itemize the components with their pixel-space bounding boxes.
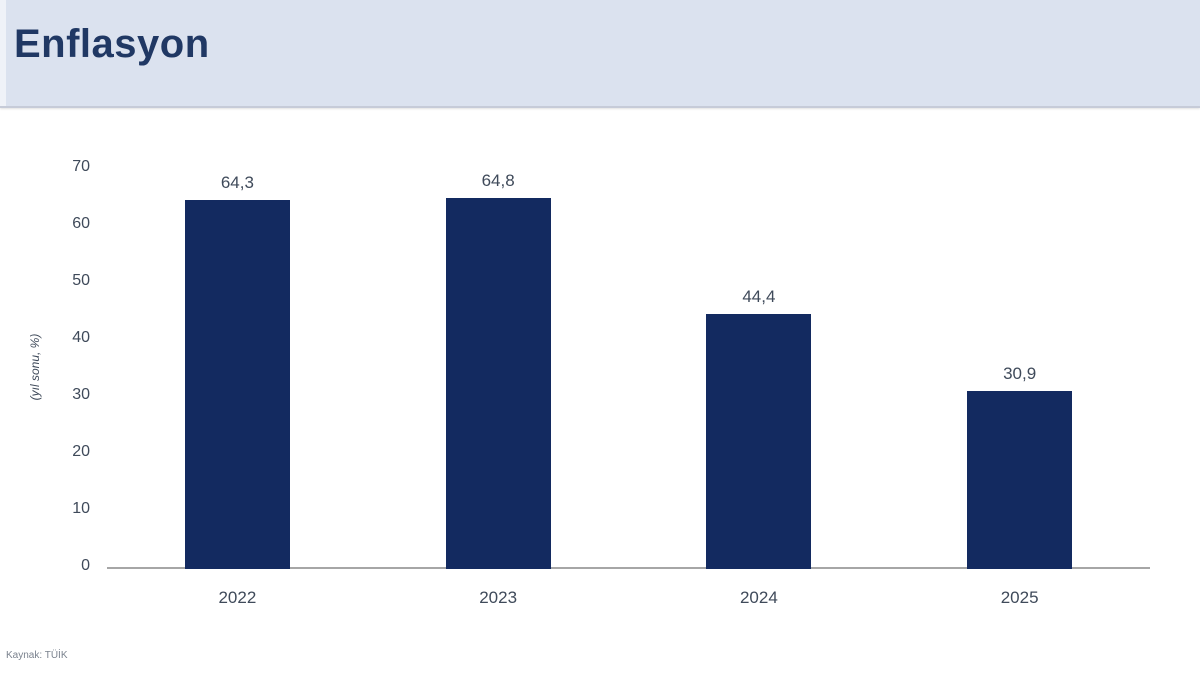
- page-title: Enflasyon: [14, 22, 210, 66]
- y-tick-label: 0: [81, 557, 90, 574]
- y-tick-label: 50: [72, 272, 90, 289]
- y-tick-label: 10: [72, 500, 90, 517]
- bar-value-label: 44,4: [742, 286, 776, 306]
- bar-2022: [184, 200, 290, 569]
- y-tick-label: 70: [72, 158, 90, 175]
- y-tick-label: 20: [72, 443, 90, 460]
- y-tick-label: 60: [72, 215, 90, 232]
- y-tick-label: 30: [72, 386, 90, 403]
- x-tick-label: 2025: [1000, 588, 1039, 607]
- bar-value-label: 64,8: [481, 170, 515, 190]
- bar-value-label: 30,9: [1003, 363, 1037, 383]
- x-tick-label: 2023: [479, 588, 518, 607]
- bar-value-label: 64,3: [220, 173, 254, 193]
- x-tick-label: 2024: [739, 588, 778, 607]
- x-tick-label: 2022: [218, 588, 257, 607]
- header-bar: Enflasyon: [0, 0, 1200, 106]
- bar-2025: [967, 390, 1073, 569]
- bar-2024: [706, 313, 812, 569]
- bar-2023: [445, 197, 551, 569]
- y-tick-label: 40: [72, 329, 90, 346]
- x-axis-line: [107, 567, 1150, 569]
- source-note: Kaynak: TÜİK: [6, 650, 68, 661]
